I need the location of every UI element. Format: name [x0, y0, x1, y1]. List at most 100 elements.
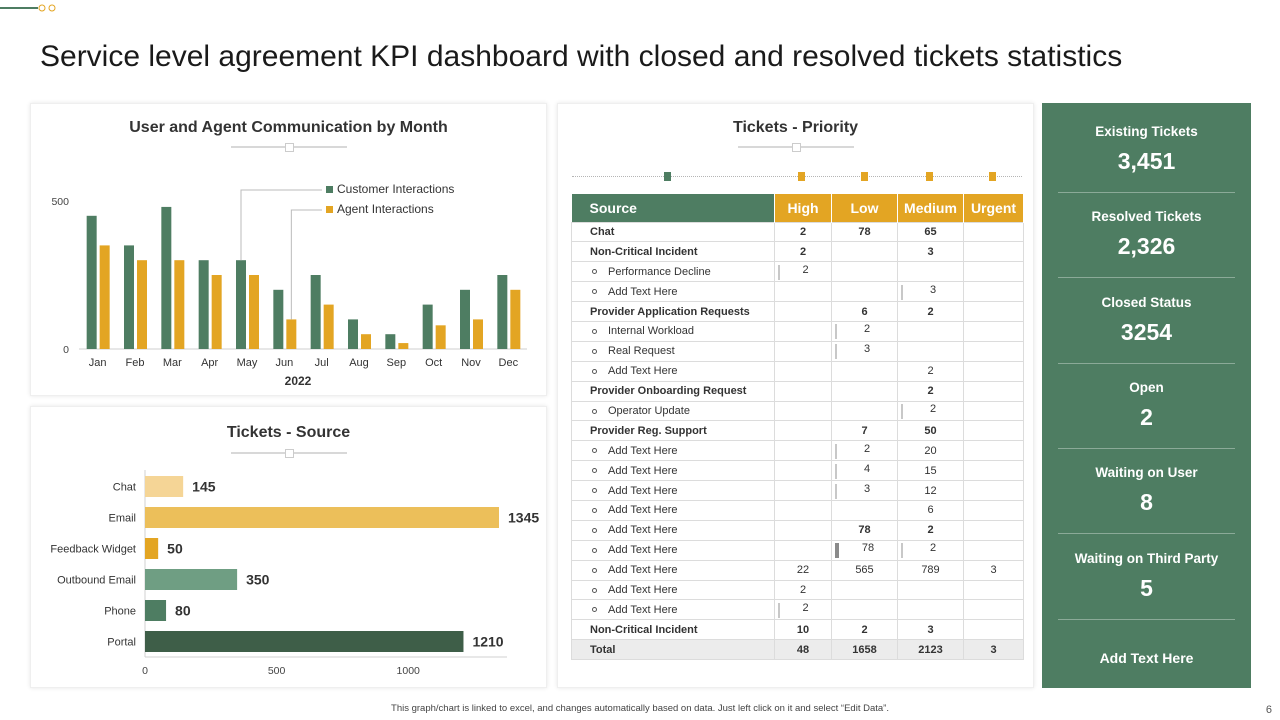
- cell-value: 3: [927, 245, 934, 258]
- cell-value: 20: [924, 444, 937, 457]
- row-label: Add Text Here: [571, 559, 775, 581]
- table-row: Performance Decline 2: [571, 261, 1024, 283]
- data-bar-icon: [901, 284, 903, 300]
- row-label-text: Add Text Here: [608, 583, 678, 596]
- cell-low: [831, 579, 898, 601]
- kpi-card: Open 2: [1042, 380, 1251, 431]
- cell-value: 2: [927, 385, 934, 398]
- cell-urgent: [963, 221, 1024, 243]
- row-label-text: Operator Update: [608, 404, 690, 417]
- bullet-icon: [592, 587, 597, 593]
- column-header: Medium: [897, 194, 964, 222]
- data-bar-icon: [835, 483, 837, 499]
- kpi-card: Closed Status 3254: [1042, 295, 1251, 346]
- x-tick-label: Dec: [499, 357, 519, 369]
- cell-low: 7: [831, 420, 898, 442]
- kpi-card: Waiting on User 8: [1042, 465, 1251, 516]
- table-row: Non-Critical Incident 10 2 3: [571, 619, 1024, 641]
- cell-urgent: [963, 440, 1024, 462]
- kpi-label: Open: [1129, 379, 1164, 395]
- legend-leader-line: [290, 209, 322, 320]
- row-label-text: Add Text Here: [608, 464, 678, 477]
- x-tick-label: Aug: [349, 357, 369, 369]
- kpi-value: 2,326: [1117, 233, 1176, 260]
- cell-low: [831, 499, 898, 521]
- x-axis-title: 2022: [285, 374, 312, 388]
- cell-low: [831, 241, 898, 263]
- cell-value: 2: [927, 365, 934, 378]
- cell-urgent: [963, 340, 1024, 362]
- row-label-text: Provider Application Requests: [590, 305, 750, 318]
- cell-low: [831, 400, 898, 422]
- communication-bar-chart: 0 500 Jan Feb Mar Apr May Jun Jul Aug Sep Oct Nov Dec…: [51, 182, 527, 388]
- legend-swatch: [326, 186, 333, 193]
- cell-value: 3: [863, 343, 871, 356]
- row-label-text: Non-Critical Incident: [590, 245, 698, 258]
- cell-medium: 3: [897, 241, 964, 263]
- cell-urgent: 3: [963, 559, 1024, 581]
- x-tick-label: 0: [142, 665, 148, 677]
- cell-value: 3: [927, 623, 934, 636]
- cell-low: 6: [831, 301, 898, 322]
- low-marker-icon: [861, 172, 868, 181]
- table-row: Add Text Here 2: [571, 360, 1024, 382]
- row-label-text: Add Text Here: [608, 603, 678, 616]
- cell-value: 78: [861, 542, 875, 555]
- cell-value: 2: [929, 542, 937, 555]
- table-row: Add Text Here 2: [571, 579, 1024, 601]
- kpi-footer-text: Add Text Here: [1099, 650, 1194, 666]
- row-label-text: Chat: [590, 225, 615, 238]
- x-tick-label: 500: [268, 665, 286, 677]
- cell-medium: 2: [897, 360, 964, 382]
- page-title: Service level agreement KPI dashboard wi…: [40, 40, 1123, 73]
- bullet-icon: [592, 368, 597, 374]
- communication-chart-panel: User and Agent Communication by Month 0 5…: [30, 103, 547, 396]
- x-tick-label: Sep: [387, 357, 407, 369]
- cell-urgent: [963, 480, 1024, 501]
- category-label: Outbound Email: [57, 575, 136, 587]
- value-label: 350: [246, 572, 270, 588]
- cell-low: 3: [831, 340, 898, 362]
- customer-bar: [497, 275, 508, 349]
- cell-low: 2: [831, 320, 898, 342]
- value-label: 1210: [472, 634, 503, 650]
- cell-high: 2: [774, 599, 832, 621]
- category-label: Chat: [113, 482, 136, 494]
- agent-bar: [361, 334, 371, 349]
- row-label-text: Add Text Here: [608, 564, 678, 577]
- total-label: Total: [571, 639, 775, 661]
- cell-high: 22: [774, 559, 832, 581]
- category-label: Feedback Widget: [50, 544, 136, 556]
- cell-high: [774, 499, 832, 521]
- kpi-value: 3254: [1120, 318, 1173, 345]
- source-bar: [145, 631, 464, 652]
- agent-bar: [473, 319, 483, 349]
- cell-urgent: [963, 301, 1024, 322]
- kpi-card: Resolved Tickets 2,326: [1042, 209, 1251, 260]
- data-bar-icon: [901, 403, 903, 419]
- table-row: Add Text Here 2: [571, 599, 1024, 621]
- agent-bar: [211, 275, 222, 349]
- cell-value: 2: [927, 524, 934, 537]
- footnote: This graph/chart is linked to excel, and…: [391, 703, 889, 714]
- table-row: Provider Reg. Support 7 50: [571, 420, 1024, 442]
- cell-high: [774, 340, 832, 362]
- table-row: Add Text Here 6: [571, 499, 1024, 521]
- cell-urgent: [963, 539, 1024, 561]
- title-divider: [230, 449, 347, 458]
- cell-medium: 789: [897, 559, 964, 581]
- cell-urgent: [963, 261, 1024, 283]
- cell-high: [774, 380, 832, 402]
- cell-high: [774, 400, 832, 422]
- cell-low: [831, 360, 898, 382]
- cell-urgent: [963, 420, 1024, 442]
- cell-medium: [897, 579, 964, 601]
- row-label-text: Non-Critical Incident: [590, 623, 698, 636]
- cell-value: 2: [802, 263, 809, 276]
- cell-urgent: [963, 380, 1024, 402]
- row-label-text: Add Text Here: [608, 285, 678, 298]
- bullet-icon: [592, 448, 597, 454]
- cell-high: 2: [774, 241, 832, 263]
- title-divider: [737, 143, 854, 152]
- category-label: Phone: [104, 606, 136, 618]
